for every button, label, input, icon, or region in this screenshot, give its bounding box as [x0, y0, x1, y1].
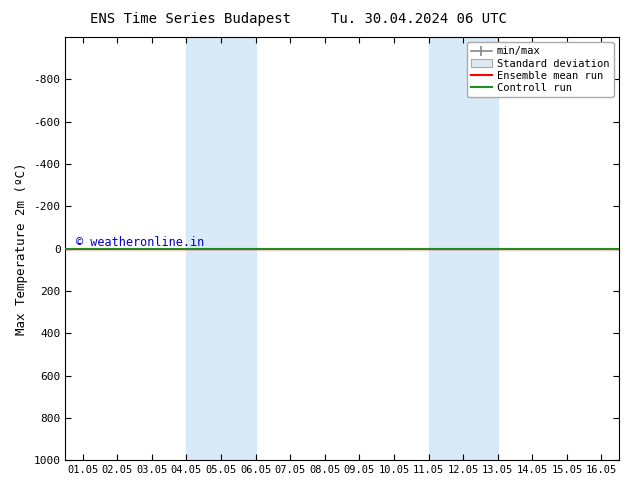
- Y-axis label: Max Temperature 2m (ºC): Max Temperature 2m (ºC): [15, 162, 28, 335]
- Text: ENS Time Series Budapest: ENS Time Series Budapest: [89, 12, 291, 26]
- Text: © weatheronline.in: © weatheronline.in: [77, 236, 205, 248]
- Legend: min/max, Standard deviation, Ensemble mean run, Controll run: min/max, Standard deviation, Ensemble me…: [467, 42, 614, 97]
- Bar: [186, 37, 256, 460]
- Bar: [429, 37, 498, 460]
- Text: Tu. 30.04.2024 06 UTC: Tu. 30.04.2024 06 UTC: [330, 12, 507, 26]
